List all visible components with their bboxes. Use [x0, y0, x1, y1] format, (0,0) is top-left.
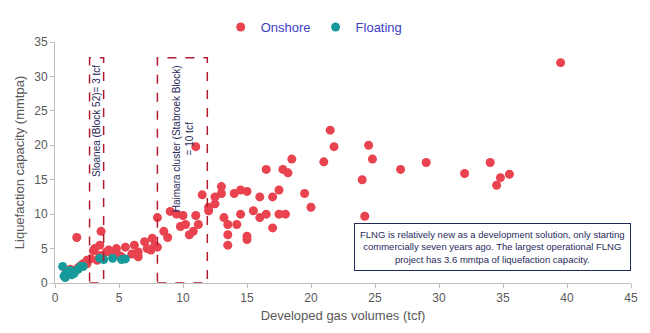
svg-text:Liquefaction capacity (mmtpa): Liquefaction capacity (mmtpa) — [12, 76, 27, 249]
svg-text:35: 35 — [34, 35, 48, 49]
svg-text:20: 20 — [34, 138, 48, 152]
svg-text:5: 5 — [41, 242, 48, 256]
svg-text:0: 0 — [41, 276, 48, 290]
svg-text:35: 35 — [496, 291, 510, 305]
svg-text:20: 20 — [304, 291, 318, 305]
svg-text:FLNG is relatively new as a de: FLNG is relatively new as a development … — [360, 229, 625, 265]
svg-text:10: 10 — [34, 207, 48, 221]
svg-text:Sloanea (Block 52)= 3 tcf: Sloanea (Block 52)= 3 tcf — [91, 65, 102, 177]
svg-text:Haimara cluster (Stabroek Bloc: Haimara cluster (Stabroek Block)= 10 tcf — [171, 65, 195, 212]
svg-text:Developed gas volumes (tcf): Developed gas volumes (tcf) — [261, 308, 426, 323]
svg-text:10: 10 — [176, 291, 190, 305]
svg-text:30: 30 — [432, 291, 446, 305]
svg-text:40: 40 — [560, 291, 574, 305]
svg-text:15: 15 — [34, 173, 48, 187]
svg-text:Floating: Floating — [356, 20, 402, 35]
svg-text:Onshore: Onshore — [261, 20, 311, 35]
svg-text:25: 25 — [34, 104, 48, 118]
svg-text:15: 15 — [240, 291, 254, 305]
svg-text:0: 0 — [52, 291, 59, 305]
svg-text:25: 25 — [368, 291, 382, 305]
svg-text:5: 5 — [116, 291, 123, 305]
svg-text:30: 30 — [34, 70, 48, 84]
svg-text:45: 45 — [624, 291, 638, 305]
